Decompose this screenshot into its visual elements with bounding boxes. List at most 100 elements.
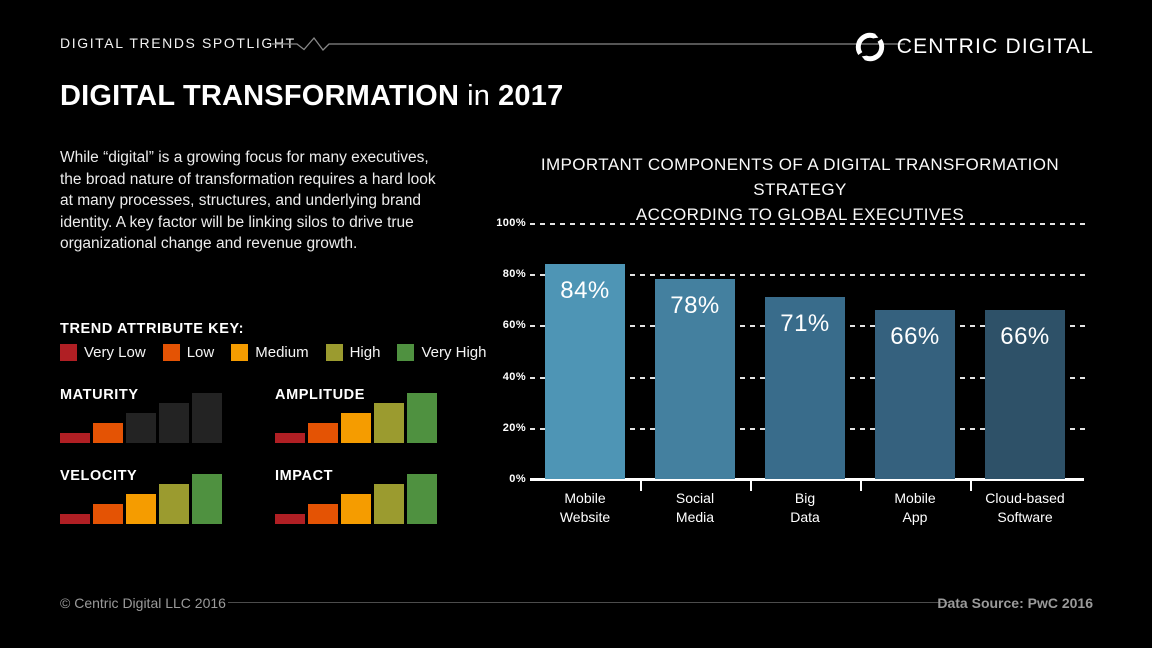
x-axis-label-line: App xyxy=(902,508,928,525)
y-axis-label: 0% xyxy=(509,473,526,485)
bar-value-label: 71% xyxy=(780,310,830,338)
legend-label: Medium xyxy=(255,344,309,361)
page-title-main: DIGITAL TRANSFORMATION xyxy=(60,80,460,112)
attr-bar xyxy=(126,413,156,443)
brand-logo: CENTRIC DIGITAL xyxy=(852,29,1094,65)
chart-title: IMPORTANT COMPONENTS OF A DIGITAL TRANSF… xyxy=(505,152,1095,227)
legend-item-very-low: Very Low xyxy=(60,344,146,361)
attr-bar xyxy=(126,494,156,524)
intro-line: identity. A key factor will be linking s… xyxy=(60,213,414,231)
attr-chart-impact: IMPACT xyxy=(275,468,437,524)
x-axis-label-line: Website xyxy=(559,508,611,525)
legend-swatch xyxy=(397,344,415,361)
chart-bar-big-data: 71% xyxy=(765,297,845,479)
x-axis-label-line: Software xyxy=(997,508,1053,525)
legend-swatch xyxy=(231,344,249,361)
x-axis-label-mobile-app: Mobile App xyxy=(860,489,970,526)
page-title-connector: in xyxy=(467,80,491,112)
attr-bar xyxy=(192,393,222,443)
attr-bar xyxy=(341,494,371,524)
attr-bar xyxy=(93,423,123,443)
x-axis-label-line: Media xyxy=(675,508,715,525)
attr-bar xyxy=(308,423,338,443)
attr-chart-title: VELOCITY xyxy=(60,468,138,484)
x-axis-label-mobile-website: Mobile Website xyxy=(530,489,640,526)
legend-item-very-high: Very High xyxy=(397,344,487,361)
legend-item-medium: Medium xyxy=(231,344,309,361)
x-axis-tick xyxy=(640,481,642,491)
attr-bar xyxy=(60,514,90,524)
legend-label: Low xyxy=(186,344,215,361)
intro-line: While “digital” is a growing focus for m… xyxy=(60,149,429,166)
gridline-80 xyxy=(530,274,1086,277)
trend-key-title: TREND ATTRIBUTE KEY: xyxy=(60,321,245,337)
bar-value-label: 66% xyxy=(1000,323,1050,351)
x-axis-tick xyxy=(970,481,972,491)
attribute-charts: MATURITY AMPLITUDE VELOCITY IMPACT xyxy=(60,387,437,524)
attr-bar xyxy=(407,474,437,524)
heartbeat-line-icon xyxy=(272,36,905,51)
attr-chart-title: MATURITY xyxy=(60,387,139,403)
legend-label: High xyxy=(349,344,381,361)
attr-bar xyxy=(308,504,338,524)
gridline-100 xyxy=(530,223,1086,225)
bar-value-label: 78% xyxy=(670,292,720,320)
x-axis-label-line: Social xyxy=(675,490,715,506)
legend-label: Very Low xyxy=(84,344,146,361)
x-axis-label-line: Big xyxy=(794,490,816,506)
attr-chart-bars xyxy=(60,474,222,524)
trend-key-legend: Very Low Low Medium High Very High xyxy=(60,344,487,361)
attr-chart-amplitude: AMPLITUDE xyxy=(275,387,437,443)
brand-name: CENTRIC DIGITAL xyxy=(896,35,1094,58)
legend-label: Very High xyxy=(421,344,487,361)
attr-bar xyxy=(374,484,404,524)
attr-chart-maturity: MATURITY xyxy=(60,387,222,443)
attr-bar xyxy=(341,413,371,443)
legend-item-high: High xyxy=(325,344,381,361)
x-axis-line xyxy=(530,478,1084,481)
chart-bar-mobile-website: 84% xyxy=(545,263,625,479)
chart-bar-social-media: 78% xyxy=(655,279,735,479)
y-axis-label: 60% xyxy=(502,319,526,332)
attr-chart-bars xyxy=(275,393,437,443)
footer-divider xyxy=(228,602,950,603)
attr-chart-title: AMPLITUDE xyxy=(275,387,365,403)
attr-bar xyxy=(192,474,222,524)
attr-bar xyxy=(93,504,123,524)
attr-bar xyxy=(159,484,189,524)
attr-chart-title: IMPACT xyxy=(275,468,334,484)
intro-line: the broad nature of transformation requi… xyxy=(60,170,436,188)
page-title: DIGITAL TRANSFORMATION in 2017 xyxy=(60,80,563,113)
chart-bar-mobile-app: 66% xyxy=(875,310,955,479)
intro-paragraph: While “digital” is a growing focus for m… xyxy=(60,147,490,255)
attr-bar xyxy=(275,433,305,443)
attr-bar xyxy=(60,433,90,443)
legend-item-low: Low xyxy=(162,344,215,361)
copyright-text: © Centric Digital LLC 2016 xyxy=(60,595,226,611)
legend-swatch xyxy=(60,344,77,361)
chart-title-line: ACCORDING TO GLOBAL EXECUTIVES xyxy=(635,205,965,224)
x-axis-label-big-data: Big Data xyxy=(750,489,860,526)
x-axis-tick xyxy=(860,481,862,491)
legend-swatch xyxy=(162,344,180,361)
x-axis-label-line: Data xyxy=(790,508,820,525)
legend-swatch xyxy=(325,344,343,361)
y-axis-label: 80% xyxy=(502,268,526,281)
attr-chart-velocity: VELOCITY xyxy=(60,468,222,524)
bar-value-label: 84% xyxy=(560,276,610,304)
bar-value-label: 66% xyxy=(890,323,940,351)
intro-line: at many processes, structures, and under… xyxy=(60,192,421,209)
chart-bar-cloud-based-software: 66% xyxy=(985,310,1065,479)
x-axis-label-line: Cloud-based xyxy=(985,490,1065,506)
x-axis-label-social-media: Social Media xyxy=(640,489,750,526)
attr-bar xyxy=(275,514,305,524)
y-axis-label: 40% xyxy=(502,370,526,383)
intro-line: organizational change and revenue growth… xyxy=(60,235,358,252)
attr-bar xyxy=(407,393,437,443)
attr-chart-bars xyxy=(60,393,222,443)
y-axis-label: 20% xyxy=(502,421,526,434)
eyebrow-label: DIGITAL TRENDS SPOTLIGHT xyxy=(60,35,296,51)
x-axis-label-line: Mobile xyxy=(894,490,936,506)
